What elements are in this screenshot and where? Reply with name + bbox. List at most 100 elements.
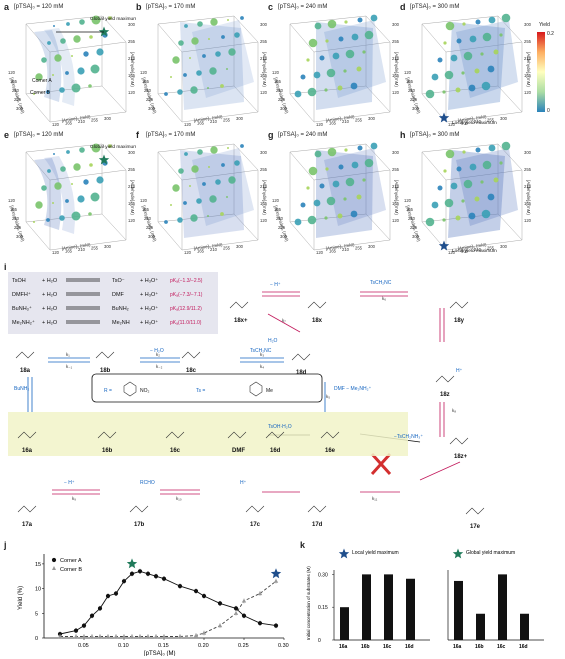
svg-text:210: 210: [276, 216, 284, 221]
panel-label-i: i: [4, 262, 7, 272]
bar-16c: [498, 574, 507, 640]
svg-text:210: 210: [260, 184, 268, 189]
group-legend: Global yield maximum: [466, 550, 515, 556]
main-reaction-band: [8, 412, 408, 456]
svg-text:300: 300: [16, 234, 24, 239]
global-max-star-icon: [98, 154, 110, 165]
y-tick-label: 5: [35, 611, 38, 617]
svg-text:255: 255: [392, 39, 400, 44]
svg-text:210: 210: [78, 247, 86, 252]
svg-text:300: 300: [392, 22, 400, 27]
svg-text:k₃: k₃: [260, 352, 264, 357]
panel-title: [pTSA]₀ = 120 mM: [14, 132, 64, 138]
svg-text:255: 255: [355, 246, 363, 251]
reagent-bunh2: BuNH₂: [14, 386, 29, 392]
svg-text:165: 165: [524, 201, 532, 206]
svg-text:165: 165: [406, 207, 414, 212]
svg-text:255: 255: [524, 39, 532, 44]
data-point-corner-a: [89, 613, 95, 618]
svg-text:120: 120: [184, 122, 192, 127]
svg-text:TsO⁻: TsO⁻: [112, 278, 125, 284]
compound-18z: 18z: [440, 392, 450, 398]
svg-text:k₋₁: k₋₁: [66, 364, 73, 369]
svg-text:165: 165: [65, 249, 73, 254]
svg-text:300: 300: [500, 116, 508, 121]
svg-text:165: 165: [329, 121, 337, 126]
panel-label-b: b: [136, 2, 142, 12]
svg-text:300: 300: [500, 244, 508, 249]
compound-18c: 18c: [186, 368, 197, 374]
x-axis-label: [pTSA]₀ (M): [144, 651, 176, 656]
svg-text:[Aldehyde]₀ (mM): [Aldehyde]₀ (mM): [130, 52, 135, 87]
reagent-tsch2nc: TsCH₂NC: [370, 280, 392, 286]
svg-text:NO₂: NO₂: [140, 388, 150, 394]
x-tick-label: 0.30: [278, 643, 289, 649]
local-max-star-icon: [338, 548, 350, 559]
svg-text:300: 300: [392, 150, 400, 155]
svg-text:Local yield maximum: Local yield maximum: [452, 248, 497, 254]
data-point-corner-a: [137, 569, 143, 574]
data-point-corner-b: [105, 634, 111, 639]
svg-text:165: 165: [197, 249, 205, 254]
svg-text:[Amine]₀ (mM): [Amine]₀ (mM): [193, 242, 223, 251]
global-max-star-icon: [452, 548, 464, 559]
svg-text:165: 165: [274, 79, 282, 84]
svg-text:k₁: k₁: [66, 352, 70, 357]
svg-text:Local yield maximum: Local yield maximum: [452, 120, 497, 126]
panel-e: 120 300 120 165 255 165 210 210 210 255 165 255 300 1…: [4, 130, 136, 256]
svg-text:k₄: k₄: [260, 364, 264, 369]
reagent-ts_group: Ts =: [196, 388, 205, 394]
svg-text:165: 165: [197, 121, 205, 126]
svg-text:255: 255: [524, 167, 532, 172]
data-point-corner-b: [129, 634, 135, 639]
reagent-r_group: R =: [104, 388, 112, 394]
x-tick-label: 0.05: [78, 643, 89, 649]
x-tick-label: 0.10: [118, 643, 129, 649]
svg-text:255: 255: [128, 167, 136, 172]
panel-title: [pTSA]₀ = 120 mM: [14, 4, 64, 10]
svg-text:210: 210: [392, 56, 400, 61]
panel-label-j: j: [4, 540, 7, 550]
data-point-corner-b: [89, 634, 95, 639]
yield-vs-ptsa-chart: 0.05 0.10 0.15 0.20 0.25 0.30 0 5 10 15 [pTSA]₀ (M…: [18, 554, 289, 656]
panel-title: [pTSA]₀ = 300 mM: [410, 132, 460, 138]
svg-text:120: 120: [524, 218, 532, 223]
data-point-corner-b: [113, 634, 119, 639]
svg-text:300: 300: [128, 150, 136, 155]
fit-line-0: [59, 570, 277, 635]
data-point-corner-b: [57, 634, 63, 639]
reagent-tsoh_h2o: TsOH·H₂O: [268, 424, 292, 430]
svg-text:210: 210: [12, 216, 20, 221]
svg-text:300: 300: [368, 116, 376, 121]
y-tick-label: 0: [318, 638, 321, 644]
compound-16d: 16d: [270, 448, 281, 454]
data-point-corner-a: [153, 574, 159, 579]
compound-17b: 17b: [134, 522, 145, 528]
svg-text:165: 165: [65, 121, 73, 126]
panel-a: 120 300 120 165 255 165 210 210 210 255 165 255 300 1…: [4, 2, 136, 128]
svg-text:210: 210: [128, 184, 136, 189]
compound-16e: 16e: [325, 448, 336, 454]
compound-18d: 18d: [296, 370, 307, 376]
svg-text:BuNH₃⁺: BuNH₃⁺: [12, 305, 32, 312]
data-point-corner-a: [121, 579, 127, 584]
svg-text:210: 210: [276, 88, 284, 93]
equilibrium-row: TsOH + H₂O TsO⁻ + H₃O⁺ pKₐ(−1.3/−2.5): [12, 277, 203, 284]
local-max-star-icon: [270, 568, 282, 579]
svg-text:300: 300: [412, 234, 420, 239]
y-tick-label: 0.30: [318, 572, 328, 578]
svg-text:[Aldehyde]₀ (mM): [Aldehyde]₀ (mM): [526, 180, 531, 215]
svg-text:300: 300: [368, 244, 376, 249]
data-point-corner-b: [73, 634, 79, 639]
svg-text:165: 165: [128, 73, 136, 78]
data-point-corner-a: [233, 606, 239, 611]
colorbar-gradient: [537, 32, 545, 112]
svg-text:165: 165: [461, 121, 469, 126]
cube-plot: 120 300 120 165 255 165 210 210 210 255 165 255 300 1…: [140, 143, 268, 255]
svg-text:255: 255: [392, 167, 400, 172]
compound-18b: 18b: [100, 368, 111, 374]
panel-title: [pTSA]₀ = 170 mM: [146, 132, 196, 138]
x-tick-label: 0.25: [238, 643, 249, 649]
svg-text:255: 255: [278, 225, 286, 230]
svg-text:120: 120: [260, 90, 268, 95]
